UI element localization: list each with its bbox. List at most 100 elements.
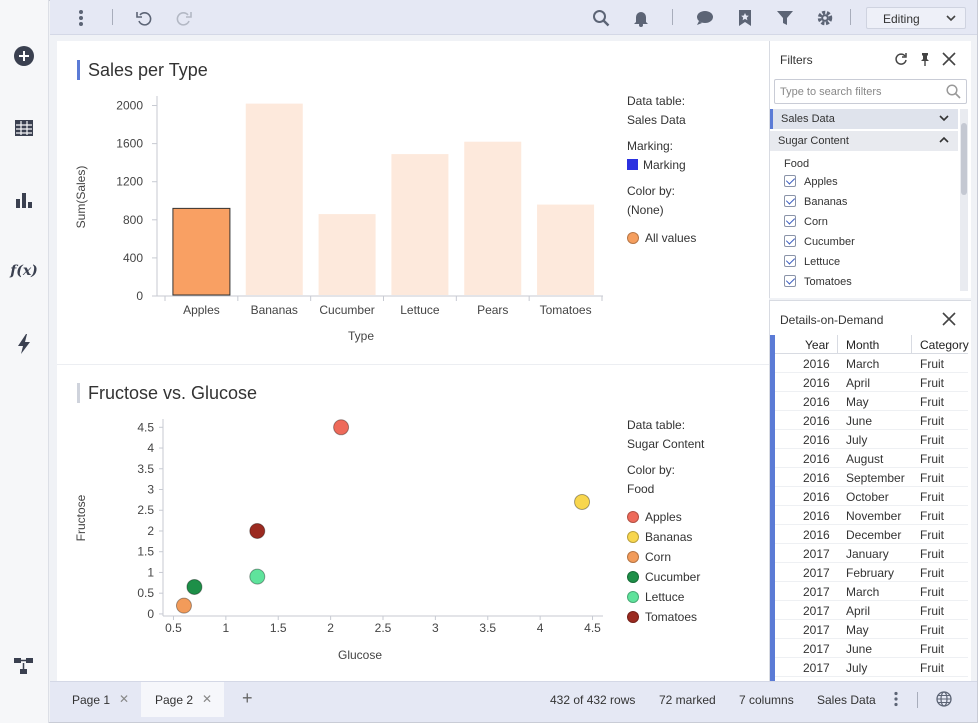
table-row[interactable]: 2017 May Fruit [770, 620, 968, 639]
table-row[interactable]: 2016 March Fruit [770, 354, 968, 373]
undo-icon[interactable] [132, 6, 156, 30]
filter-checkbox-cucumber[interactable]: Cucumber [784, 235, 855, 251]
bookmark-icon[interactable] [733, 6, 757, 30]
table-row[interactable]: 2016 November Fruit [770, 506, 968, 525]
filter-checkbox-apples[interactable]: Apples [784, 175, 838, 191]
checkbox-checked-icon[interactable] [784, 275, 796, 287]
bar-tomatoes[interactable] [537, 204, 595, 295]
point-lettuce[interactable] [249, 568, 266, 585]
point-corn[interactable] [175, 597, 192, 614]
filter-checkbox-lettuce[interactable]: Lettuce [784, 255, 840, 271]
table-row[interactable]: 2016 June Fruit [770, 411, 968, 430]
table-row[interactable]: 2016 August Fruit [770, 449, 968, 468]
column-header-month[interactable]: Month [846, 338, 880, 352]
point-cucumber[interactable] [186, 578, 203, 595]
cell-month: August [846, 452, 884, 466]
checkbox-checked-icon[interactable] [784, 235, 796, 247]
table-row[interactable]: 2016 April Fruit [770, 373, 968, 392]
status-more-icon[interactable] [884, 687, 908, 711]
checkbox-checked-icon[interactable] [784, 175, 796, 187]
legend-item-bananas[interactable]: Bananas [627, 530, 692, 544]
checkbox-checked-icon[interactable] [784, 215, 796, 227]
bar-apples[interactable] [172, 207, 231, 296]
y-tick-label: 800 [123, 213, 143, 227]
legend-item-cucumber[interactable]: Cucumber [627, 570, 700, 584]
legend-item-apples[interactable]: Apples [627, 510, 682, 524]
column-header-category[interactable]: Category [920, 338, 969, 352]
table-row[interactable]: 2016 September Fruit [770, 468, 968, 487]
table-row[interactable]: 2016 October Fruit [770, 487, 968, 506]
filter-group-sugar-content[interactable]: Sugar Content [770, 131, 958, 151]
table-row[interactable]: 2016 July Fruit [770, 430, 968, 449]
cell-year: 2016 [803, 509, 830, 523]
cell-month: May [846, 623, 869, 637]
reset-filters-icon[interactable] [892, 50, 910, 68]
legend-item-tomatoes[interactable]: Tomatoes [627, 610, 697, 624]
table-row[interactable]: 2017 February Fruit [770, 563, 968, 582]
filter-checkbox-tomatoes[interactable]: Tomatoes [784, 275, 852, 291]
point-bananas[interactable] [574, 493, 591, 510]
data-table-icon[interactable] [10, 114, 38, 142]
legend-item-corn[interactable]: Corn [627, 550, 671, 564]
filter-checkbox-bananas[interactable]: Bananas [784, 195, 847, 211]
bar-cucumber[interactable] [318, 214, 376, 295]
close-tab-icon[interactable]: ✕ [202, 692, 213, 706]
redo-icon[interactable] [172, 6, 196, 30]
checkbox-checked-icon[interactable] [784, 255, 796, 267]
expression-icon[interactable]: f(x) [10, 263, 38, 279]
add-page-button[interactable]: + [242, 688, 253, 708]
point-tomatoes[interactable] [249, 522, 266, 539]
table-row[interactable]: 2017 June Fruit [770, 639, 968, 658]
point-apples[interactable] [333, 419, 350, 436]
cell-year: 2017 [803, 604, 830, 618]
toolbar-separator [672, 9, 673, 25]
globe-icon[interactable] [932, 687, 956, 711]
y-tick-label: 0 [147, 607, 154, 621]
table-row[interactable]: 2016 May Fruit [770, 392, 968, 411]
filter-group-sales-data[interactable]: Sales Data [770, 109, 958, 129]
cell-category: Fruit [920, 414, 944, 428]
close-tab-icon[interactable]: ✕ [119, 692, 130, 706]
bar-chart[interactable]: 0 400 800 1200 1600 2000 Apples Bananas Cucumber… [57, 41, 627, 361]
notification-bell-icon[interactable] [629, 6, 653, 30]
legend-item-lettuce[interactable]: Lettuce [627, 590, 684, 604]
more-menu-icon[interactable] [69, 6, 93, 30]
bar-lettuce[interactable] [391, 154, 449, 295]
filters-scrollbar[interactable] [960, 109, 968, 291]
page-tab-1[interactable]: Page 1 ✕ [58, 682, 141, 717]
add-icon[interactable] [10, 42, 38, 70]
filter-checkbox-corn[interactable]: Corn [784, 215, 828, 231]
visualization-icon[interactable] [10, 186, 38, 214]
page-tab-label: Page 2 [155, 693, 194, 707]
table-row[interactable]: 2017 March Fruit [770, 582, 968, 601]
close-details-icon[interactable] [940, 310, 958, 328]
legend-marking-item[interactable]: Marking [627, 158, 686, 172]
column-header-year[interactable]: Year [805, 338, 830, 352]
settings-gear-icon[interactable] [813, 6, 837, 30]
scrollbar-thumb[interactable] [961, 123, 967, 195]
filter-search-input[interactable]: Type to search filters [774, 79, 967, 104]
table-row[interactable]: 2017 July Fruit [770, 658, 968, 677]
checkbox-checked-icon[interactable] [784, 195, 796, 207]
cell-month: July [846, 433, 868, 447]
page-tab-2[interactable]: Page 2 ✕ [141, 682, 224, 717]
legend-color-by-label: Color by: [627, 463, 676, 477]
mode-select[interactable]: Editing [866, 7, 966, 29]
data-table-name[interactable]: Sales Data [817, 693, 876, 707]
legend-all-values-item[interactable]: All values [627, 231, 696, 245]
table-row[interactable]: 2017 April Fruit [770, 601, 968, 620]
automation-icon[interactable] [10, 330, 38, 358]
search-icon[interactable] [589, 6, 613, 30]
bar-bananas[interactable] [245, 103, 303, 295]
table-row[interactable]: 2017 January Fruit [770, 544, 968, 563]
bar-pears[interactable] [464, 141, 522, 295]
data-canvas-icon[interactable] [10, 652, 38, 680]
legend-item-label: Lettuce [645, 590, 685, 604]
filter-icon[interactable] [773, 6, 797, 30]
comments-icon[interactable] [693, 6, 717, 30]
scatter-chart[interactable]: 0 0.5 1 1.5 2 2.5 3 3.5 4 4.5 0.5 1 1.5 2 2.5 3 3.5 4 4.5 G… [57, 41, 627, 681]
table-row[interactable]: 2016 December Fruit [770, 525, 968, 544]
cell-category: Fruit [920, 528, 944, 542]
close-filters-icon[interactable] [940, 50, 958, 68]
pin-icon[interactable] [916, 50, 934, 68]
